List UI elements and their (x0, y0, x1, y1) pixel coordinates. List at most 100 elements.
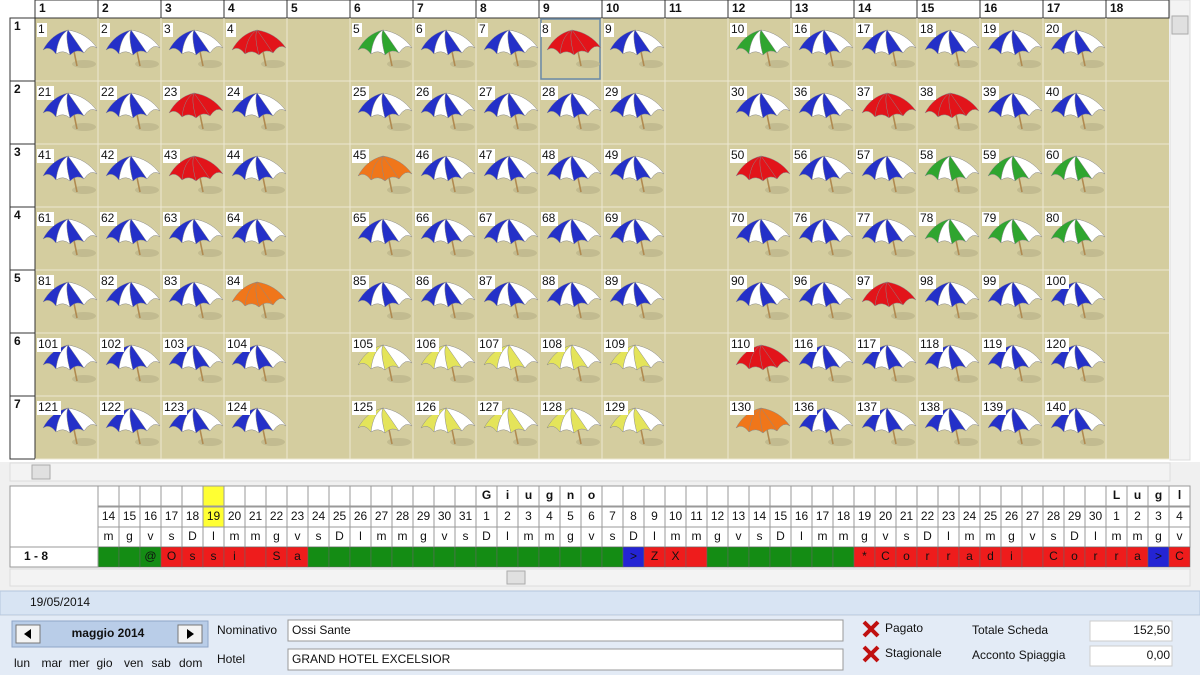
umbrella-cell-hit[interactable] (791, 18, 854, 81)
umbrella-cell-hit[interactable] (413, 270, 476, 333)
umbrella-cell-hit[interactable] (35, 18, 98, 81)
umbrella-cell-hit[interactable] (1043, 270, 1106, 333)
umbrella-cell-hit[interactable] (476, 144, 539, 207)
umbrella-cell-hit[interactable] (980, 81, 1043, 144)
umbrella-cell-hit[interactable] (728, 144, 791, 207)
booking-cell[interactable] (685, 546, 708, 568)
umbrella-cell-hit[interactable] (476, 207, 539, 270)
umbrella-cell-hit[interactable] (917, 270, 980, 333)
umbrella-cell-hit[interactable] (539, 18, 602, 81)
booking-cell[interactable] (580, 546, 603, 568)
booking-cell[interactable] (1021, 546, 1044, 568)
umbrella-cell-hit[interactable] (476, 270, 539, 333)
umbrella-cell-hit[interactable] (413, 207, 476, 270)
field-input[interactable] (287, 619, 844, 642)
umbrella-cell-hit[interactable] (602, 333, 665, 396)
umbrella-cell-hit[interactable] (35, 207, 98, 270)
booking-cell[interactable] (559, 546, 582, 568)
umbrella-cell-hit[interactable] (539, 270, 602, 333)
umbrella-cell-hit[interactable] (539, 396, 602, 459)
umbrella-cell-hit[interactable] (161, 396, 224, 459)
booking-cell[interactable] (832, 546, 855, 568)
booking-cell[interactable] (391, 546, 414, 568)
umbrella-cell-hit[interactable] (224, 144, 287, 207)
umbrella-cell-hit[interactable] (854, 207, 917, 270)
umbrella-cell-hit[interactable] (1043, 144, 1106, 207)
booking-cell[interactable] (496, 546, 519, 568)
umbrella-cell-hit[interactable] (350, 81, 413, 144)
umbrella-cell-hit[interactable] (602, 207, 665, 270)
umbrella-cell-hit[interactable] (350, 396, 413, 459)
umbrella-cell-hit[interactable] (854, 144, 917, 207)
umbrella-cell-hit[interactable] (854, 18, 917, 81)
umbrella-cell-hit[interactable] (476, 18, 539, 81)
umbrella-cell-hit[interactable] (476, 81, 539, 144)
umbrella-cell-hit[interactable] (35, 333, 98, 396)
umbrella-cell-hit[interactable] (602, 396, 665, 459)
umbrella-cell-hit[interactable] (413, 18, 476, 81)
calendar-scrollbar[interactable] (9, 568, 1191, 587)
field-input[interactable] (287, 648, 844, 671)
booking-cell[interactable] (517, 546, 540, 568)
umbrella-cell-hit[interactable] (161, 81, 224, 144)
umbrella-cell-hit[interactable] (917, 396, 980, 459)
umbrella-cell-hit[interactable] (413, 396, 476, 459)
umbrella-cell-hit[interactable] (161, 333, 224, 396)
umbrella-cell-hit[interactable] (161, 18, 224, 81)
umbrella-cell-hit[interactable] (602, 144, 665, 207)
booking-cell[interactable] (97, 546, 120, 568)
umbrella-cell-hit[interactable] (413, 81, 476, 144)
umbrella-cell-hit[interactable] (917, 18, 980, 81)
umbrella-cell-hit[interactable] (917, 207, 980, 270)
booking-cell[interactable] (433, 546, 456, 568)
umbrella-cell-hit[interactable] (224, 396, 287, 459)
umbrella-cell-hit[interactable] (35, 81, 98, 144)
booking-cell[interactable] (307, 546, 330, 568)
horizontal-scroll-thumb[interactable] (31, 464, 51, 480)
umbrella-cell-hit[interactable] (161, 144, 224, 207)
umbrella-cell-hit[interactable] (35, 144, 98, 207)
booking-cell[interactable] (412, 546, 435, 568)
umbrella-cell-hit[interactable] (98, 18, 161, 81)
calendar-scroll-thumb[interactable] (506, 570, 526, 585)
vertical-scrollbar[interactable] (1169, 0, 1191, 461)
umbrella-cell-hit[interactable] (917, 144, 980, 207)
umbrella-cell-hit[interactable] (602, 18, 665, 81)
umbrella-cell-hit[interactable] (350, 18, 413, 81)
booking-cell[interactable] (790, 546, 813, 568)
umbrella-cell-hit[interactable] (539, 207, 602, 270)
umbrella-cell-hit[interactable] (602, 270, 665, 333)
umbrella-cell-hit[interactable] (1043, 81, 1106, 144)
booking-cell[interactable] (118, 546, 141, 568)
umbrella-cell-hit[interactable] (728, 333, 791, 396)
booking-cell[interactable] (748, 546, 771, 568)
umbrella-cell-hit[interactable] (35, 270, 98, 333)
umbrella-cell-hit[interactable] (1043, 207, 1106, 270)
umbrella-cell-hit[interactable] (728, 207, 791, 270)
umbrella-cell-hit[interactable] (539, 333, 602, 396)
umbrella-cell-hit[interactable] (224, 81, 287, 144)
vertical-scroll-thumb[interactable] (1171, 15, 1189, 35)
umbrella-cell-hit[interactable] (224, 207, 287, 270)
umbrella-cell-hit[interactable] (854, 270, 917, 333)
booking-cell[interactable] (349, 546, 372, 568)
umbrella-cell-hit[interactable] (224, 270, 287, 333)
umbrella-cell-hit[interactable] (728, 270, 791, 333)
booking-cell[interactable] (811, 546, 834, 568)
booking-cell[interactable] (538, 546, 561, 568)
umbrella-cell-hit[interactable] (791, 333, 854, 396)
horizontal-scrollbar[interactable] (9, 462, 1171, 482)
umbrella-cell-hit[interactable] (224, 18, 287, 81)
booking-cell[interactable] (706, 546, 729, 568)
umbrella-cell-hit[interactable] (161, 270, 224, 333)
booking-cell[interactable] (244, 546, 267, 568)
umbrella-cell-hit[interactable] (476, 333, 539, 396)
umbrella-cell-hit[interactable] (350, 333, 413, 396)
umbrella-cell-hit[interactable] (854, 396, 917, 459)
umbrella-cell-hit[interactable] (476, 396, 539, 459)
umbrella-cell-hit[interactable] (98, 270, 161, 333)
booking-cell[interactable] (769, 546, 792, 568)
umbrella-cell-hit[interactable] (980, 144, 1043, 207)
umbrella-cell-hit[interactable] (350, 270, 413, 333)
umbrella-cell-hit[interactable] (98, 144, 161, 207)
